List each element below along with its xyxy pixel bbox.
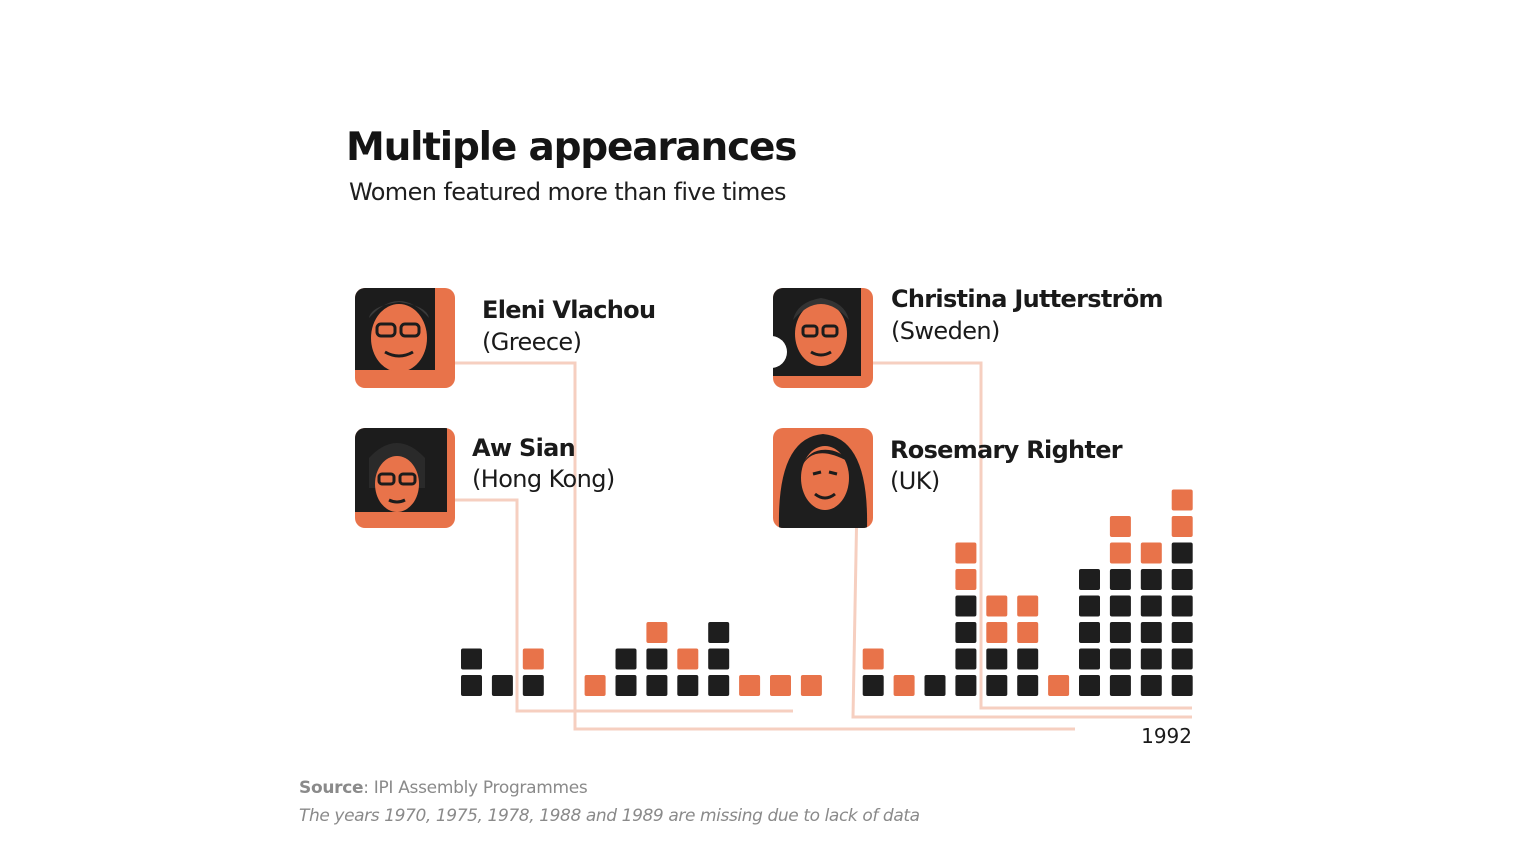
source-note: Source: IPI Assembly Programmes bbox=[299, 776, 588, 800]
square-dark bbox=[1109, 622, 1131, 643]
connector-christina-jutterstrom bbox=[873, 361, 1192, 710]
person-country: (Greece) bbox=[482, 328, 582, 356]
source-text: : IPI Assembly Programmes bbox=[363, 778, 588, 798]
portrait-photo-icon bbox=[355, 428, 455, 528]
bar-squares bbox=[461, 489, 1193, 696]
square-dark bbox=[615, 648, 637, 670]
connector-eleni-vlachou bbox=[455, 361, 1075, 731]
square-dark bbox=[1079, 648, 1100, 670]
square-dark bbox=[1109, 595, 1131, 617]
square-dark bbox=[1017, 675, 1039, 696]
square-dark bbox=[1171, 622, 1193, 643]
person-name: Eleni Vlachou bbox=[482, 296, 656, 324]
square-orange bbox=[1109, 542, 1131, 564]
square-dark bbox=[646, 648, 668, 670]
square-orange bbox=[986, 595, 1008, 617]
square-dark bbox=[1079, 622, 1100, 643]
square-dark bbox=[1171, 648, 1193, 670]
square-dark bbox=[1140, 595, 1162, 617]
square-orange bbox=[1017, 622, 1039, 643]
person-name: Rosemary Righter bbox=[890, 436, 1123, 464]
square-orange bbox=[1017, 595, 1039, 617]
connector-rosemary-righter bbox=[851, 499, 1192, 719]
square-orange bbox=[770, 675, 791, 696]
square-dark bbox=[615, 675, 637, 696]
square-dark bbox=[1140, 569, 1162, 590]
chart-subtitle: Women featured more than five times bbox=[349, 178, 787, 206]
square-dark bbox=[955, 595, 977, 617]
square-orange bbox=[1109, 516, 1131, 537]
person-name: Christina Jutterström bbox=[891, 285, 1164, 313]
square-dark bbox=[1079, 595, 1100, 617]
square-dark bbox=[708, 648, 730, 670]
square-dark bbox=[986, 675, 1008, 696]
connector-aw-sian bbox=[455, 498, 793, 713]
square-dark bbox=[1171, 595, 1193, 617]
square-orange bbox=[1171, 489, 1193, 511]
square-dark bbox=[986, 648, 1008, 670]
person-country: (Hong Kong) bbox=[472, 465, 615, 493]
square-orange bbox=[893, 675, 915, 696]
square-orange bbox=[1171, 516, 1193, 537]
chart-title: Multiple appearances bbox=[346, 125, 797, 170]
person-country: (Sweden) bbox=[891, 317, 1000, 345]
square-dark bbox=[1109, 648, 1131, 670]
square-dark bbox=[1017, 648, 1039, 670]
square-dark bbox=[646, 675, 668, 696]
square-dark bbox=[1140, 675, 1162, 696]
source-label: Source bbox=[299, 778, 364, 798]
x-axis-year-label: 1992 bbox=[1141, 724, 1192, 748]
square-dark bbox=[1140, 622, 1162, 643]
square-orange bbox=[1048, 675, 1070, 696]
square-orange bbox=[677, 648, 699, 670]
person-country: (UK) bbox=[890, 467, 940, 495]
square-dark bbox=[1171, 542, 1193, 564]
square-orange bbox=[739, 675, 761, 696]
square-dark bbox=[955, 675, 977, 696]
square-dark bbox=[1171, 569, 1193, 590]
square-dark bbox=[1079, 569, 1100, 590]
square-dark bbox=[924, 675, 946, 696]
square-dark bbox=[955, 622, 977, 643]
square-orange bbox=[584, 675, 606, 696]
square-orange bbox=[955, 542, 977, 564]
square-dark bbox=[461, 648, 482, 670]
square-dark bbox=[862, 675, 884, 696]
square-dark bbox=[1079, 675, 1100, 696]
square-orange bbox=[800, 675, 822, 696]
portrait-photo-icon bbox=[773, 288, 873, 388]
portrait-photo-icon bbox=[355, 288, 455, 388]
missing-years-note: The years 1970, 1975, 1978, 1988 and 198… bbox=[299, 806, 920, 826]
square-orange bbox=[986, 622, 1008, 643]
person-name: Aw Sian bbox=[472, 434, 576, 462]
square-orange bbox=[862, 648, 884, 670]
square-dark bbox=[491, 675, 513, 696]
square-dark bbox=[677, 675, 699, 696]
square-dark bbox=[1109, 675, 1131, 696]
portrait-photo-icon bbox=[773, 428, 873, 528]
square-dark bbox=[1140, 648, 1162, 670]
square-orange bbox=[646, 622, 668, 643]
square-dark bbox=[522, 675, 544, 696]
square-dark bbox=[708, 622, 730, 643]
square-dark bbox=[1109, 569, 1131, 590]
square-dark bbox=[1171, 675, 1193, 696]
square-orange bbox=[1140, 542, 1162, 564]
square-dark bbox=[708, 675, 730, 696]
square-dark bbox=[955, 648, 977, 670]
square-dark bbox=[461, 675, 482, 696]
square-orange bbox=[522, 648, 544, 670]
square-orange bbox=[955, 569, 977, 590]
connector-lines bbox=[455, 361, 1192, 731]
